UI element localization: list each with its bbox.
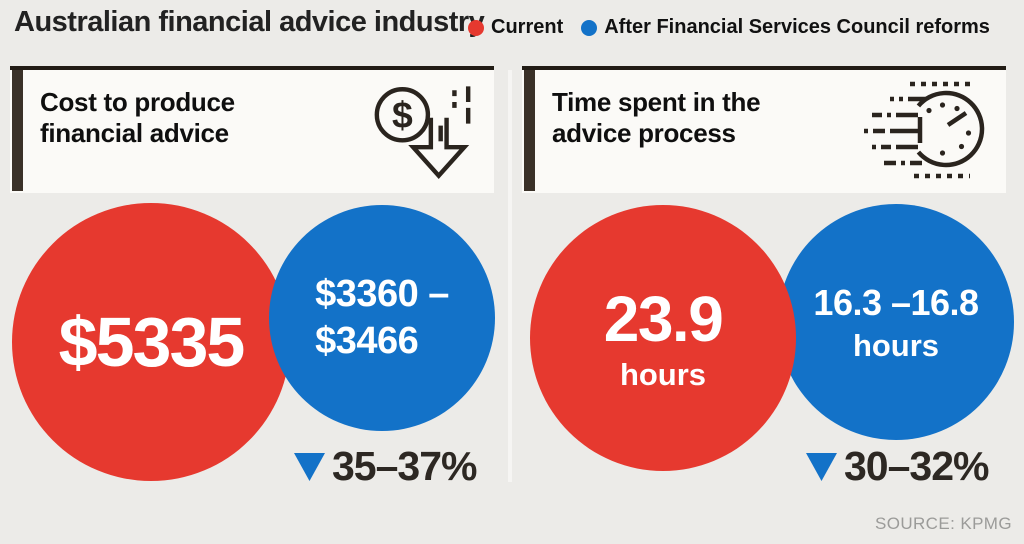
cost-change: 35–37% [294,443,477,489]
svg-text:$: $ [392,94,413,136]
panel-cost-header: Cost to produce financial advice $ [10,70,494,193]
panel-cost-title: Cost to produce financial advice [40,87,235,148]
panel-top-rule [10,66,494,70]
current-dot-icon [468,19,484,36]
bubble-cost-reform: $3360 – $3466 [269,205,495,431]
time-change: 30–32% [806,443,989,489]
panel-time-header: Time spent in the advice process [522,70,1006,193]
cost-change-value: 35–37% [332,443,477,489]
time-reform-unit: hours [852,328,940,364]
time-current-unit: hours [619,356,707,392]
dollar-decrease-icon: $ [374,86,471,180]
time-reform-value-line1: 16.3 –16.8 [813,281,979,323]
source-credit: SOURCE: KPMG [874,514,1012,533]
page-title: Australian financial advice industry [14,6,485,38]
down-triangle-icon [294,452,325,481]
time-change-value: 30–32% [844,443,989,489]
cost-reform-value-line1: $3360 – [315,272,449,315]
panel-time-title-line2: advice process [552,117,736,148]
time-current-value: 23.9 [603,282,724,355]
panel-cost-title-line2: financial advice [40,117,229,148]
panel-divider [508,70,512,482]
reform-dot-icon [581,19,598,36]
accent-bar [524,70,535,191]
legend: Current After Financial Services Council… [468,16,990,39]
panel-top-rule [522,66,1006,70]
panel-time-title-line1: Time spent in the [552,87,761,117]
legend-label-current: Current [491,16,564,38]
cost-current-value: $5335 [58,303,246,381]
speedometer-icon [864,81,985,179]
down-triangle-icon [806,452,837,481]
bubble-time-current: 23.9 hours [530,205,796,471]
panel-cost-title-line1: Cost to produce [40,87,235,117]
panel-cost: Cost to produce financial advice $ $5335… [10,66,495,496]
bubble-time-reform: 16.3 –16.8 hours [778,204,1014,440]
cost-reform-value-line2: $3466 [315,320,419,362]
accent-bar [12,70,23,191]
panel-time: Time spent in the advice process [522,66,1014,496]
legend-label-reform: After Financial Services Council reforms [604,16,990,38]
legend-item-reform: After Financial Services Council reforms [581,16,990,39]
legend-item-current: Current [468,16,563,39]
panel-time-title: Time spent in the advice process [552,87,761,148]
bubble-cost-current: $5335 [12,203,290,481]
